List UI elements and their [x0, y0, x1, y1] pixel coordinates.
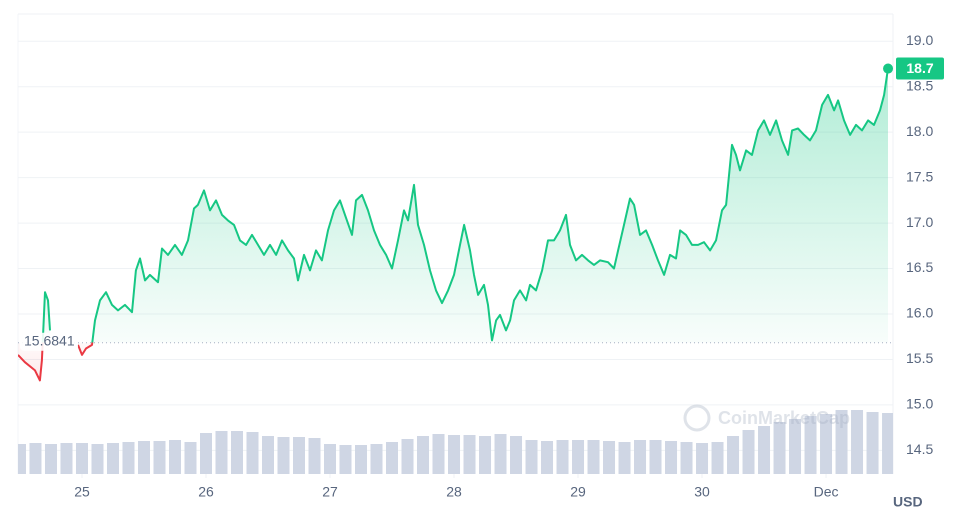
x-tick-label: 27	[322, 484, 338, 500]
volume-bar	[494, 434, 507, 474]
volume-bar	[401, 439, 414, 474]
volume-bar	[696, 443, 709, 474]
volume-bar	[29, 443, 42, 474]
volume-bar	[137, 441, 150, 474]
volume-bar	[432, 434, 445, 474]
volume-bar	[773, 422, 786, 474]
price-area	[18, 68, 888, 381]
volume-bar	[680, 442, 693, 474]
price-tag-label: 18.7	[906, 60, 933, 76]
volume-bar	[184, 442, 197, 474]
y-tick-label: 14.5	[906, 441, 933, 457]
volume-bar	[324, 444, 337, 474]
x-tick-label: 28	[446, 484, 462, 500]
currency-label: USD	[893, 494, 923, 510]
volume-bar	[168, 440, 181, 474]
volume-bar	[603, 441, 616, 474]
baseline-label-bg	[20, 332, 78, 351]
x-tick-label: 26	[198, 484, 214, 500]
volume-bar	[479, 436, 492, 474]
volume-bar	[649, 440, 662, 474]
volume-bar	[106, 443, 119, 474]
price-tag	[896, 57, 944, 80]
volume-bar	[386, 442, 399, 474]
volume-bar	[572, 440, 585, 474]
volume-bar	[215, 431, 228, 474]
x-tick-label: 29	[570, 484, 586, 500]
watermark: CoinMarketCap	[683, 404, 850, 432]
volume-bar	[448, 435, 461, 474]
volume-bar	[882, 413, 893, 474]
volume-bar	[866, 412, 879, 474]
volume-bar	[199, 433, 212, 474]
volume-bar	[758, 426, 771, 474]
baseline-label: 15.6841	[24, 332, 75, 348]
y-tick-label: 17.0	[906, 214, 933, 230]
volume-bar	[618, 442, 631, 474]
y-tick-label: 15.0	[906, 396, 933, 412]
volume-bar	[463, 435, 476, 474]
volume-bar	[91, 444, 104, 474]
volume-bar	[18, 444, 26, 474]
volume-bar	[60, 443, 73, 474]
last-point	[883, 63, 894, 74]
volume-bar	[355, 445, 368, 474]
volume-bar	[634, 440, 647, 474]
volume-bar	[417, 436, 430, 474]
y-tick-label: 15.5	[906, 350, 933, 366]
volume-bar	[804, 416, 817, 474]
x-tick-label: 25	[74, 484, 90, 500]
volume-bar	[525, 440, 538, 474]
volume-bar	[711, 442, 724, 474]
x-tick-label: 30	[694, 484, 710, 500]
volume-bar	[789, 419, 802, 474]
volume-bar	[742, 430, 755, 474]
y-tick-label: 16.0	[906, 305, 933, 321]
y-tick-label: 18.5	[906, 77, 933, 93]
volume-bar	[230, 431, 243, 474]
volume-bar	[44, 444, 57, 474]
watermark-logo	[683, 404, 711, 432]
volume-bar	[541, 441, 554, 474]
volume-bar	[820, 414, 833, 474]
x-tick-label: Dec	[814, 484, 839, 500]
volume-bar	[851, 410, 864, 474]
volume-bar	[665, 441, 678, 474]
volume-bar	[510, 436, 523, 474]
volume-bar	[75, 443, 88, 474]
price-line	[18, 68, 889, 382]
volume-bar	[587, 440, 600, 474]
y-tick-label: 17.5	[906, 168, 933, 184]
y-tick-label: 16.5	[906, 259, 933, 275]
volume-bar	[262, 436, 274, 474]
volume-bar	[556, 440, 569, 474]
volume-bar	[308, 438, 321, 474]
volume-bar	[122, 442, 135, 474]
volume-bar	[277, 437, 290, 474]
volume-bar	[153, 441, 166, 474]
volume-bar	[370, 444, 383, 474]
watermark-text: CoinMarketCap	[718, 408, 850, 428]
y-tick-label: 18.0	[906, 123, 933, 139]
y-tick-label: 19.0	[906, 32, 933, 48]
volume-bar	[835, 410, 848, 474]
volume-bar	[246, 432, 259, 474]
volume-bar	[293, 437, 306, 474]
volume-bar	[727, 436, 740, 474]
volume-bar	[339, 445, 352, 474]
